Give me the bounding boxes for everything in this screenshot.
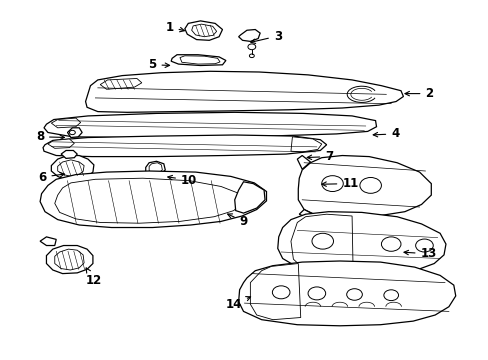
Text: 6: 6: [38, 171, 64, 184]
Polygon shape: [298, 156, 430, 218]
Text: 4: 4: [372, 127, 399, 140]
Text: 9: 9: [227, 214, 247, 228]
Polygon shape: [149, 163, 162, 174]
Text: 14: 14: [225, 297, 250, 311]
Polygon shape: [51, 156, 94, 180]
Text: 7: 7: [306, 150, 333, 163]
Text: 5: 5: [148, 58, 169, 71]
Polygon shape: [191, 24, 216, 37]
Text: 2: 2: [404, 87, 433, 100]
Text: 12: 12: [85, 268, 102, 287]
Polygon shape: [184, 21, 222, 40]
Polygon shape: [44, 112, 376, 138]
Polygon shape: [67, 128, 82, 138]
Polygon shape: [234, 182, 264, 213]
Polygon shape: [61, 150, 77, 158]
Polygon shape: [297, 156, 310, 169]
Text: 10: 10: [167, 174, 197, 186]
Polygon shape: [40, 171, 266, 228]
Text: 11: 11: [321, 177, 358, 190]
Polygon shape: [238, 261, 455, 326]
Polygon shape: [43, 135, 326, 157]
Polygon shape: [55, 178, 243, 223]
Polygon shape: [145, 161, 165, 176]
Text: 8: 8: [36, 130, 64, 143]
Polygon shape: [55, 249, 84, 270]
Text: 13: 13: [403, 247, 436, 260]
Polygon shape: [299, 210, 316, 218]
Polygon shape: [40, 237, 56, 246]
Text: 1: 1: [165, 21, 184, 33]
Polygon shape: [48, 139, 74, 148]
Polygon shape: [290, 214, 352, 271]
Polygon shape: [290, 137, 321, 152]
Text: 3: 3: [250, 30, 282, 44]
Polygon shape: [51, 118, 81, 128]
Polygon shape: [250, 264, 300, 320]
Polygon shape: [58, 160, 84, 176]
Polygon shape: [171, 55, 225, 66]
Polygon shape: [277, 212, 445, 275]
Polygon shape: [46, 246, 93, 274]
Polygon shape: [238, 30, 260, 41]
Polygon shape: [85, 71, 403, 112]
Polygon shape: [100, 78, 142, 89]
Polygon shape: [180, 56, 220, 64]
